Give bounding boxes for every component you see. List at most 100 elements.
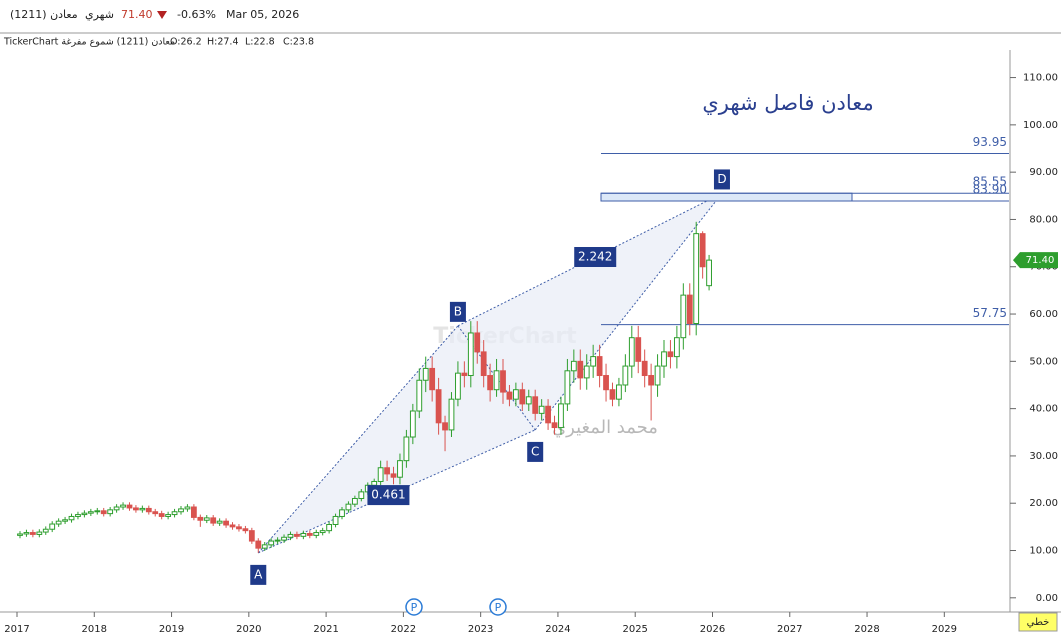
candle-body [493,370,500,391]
event-label: P [411,601,418,614]
candle-body [680,294,687,339]
candle-body [596,356,603,377]
info: TickerChart معادن (1211) شموع مفرغة [3,37,175,48]
x-tick-label: 2018 [82,624,107,635]
candle-body [551,422,558,429]
y-tick-label: 20.00 [1029,498,1058,509]
ohlc-open: O:26.2 [170,37,202,48]
date: Mar 05, 2026 [226,8,299,21]
ratio-label: 2.242 [578,250,612,264]
candle-body [442,422,448,431]
candle-body [68,515,75,521]
candle-body [641,360,648,377]
scale-mode[interactable]: خطي [1027,617,1050,628]
pattern-point-box [449,301,466,322]
candle-body [403,436,410,462]
candle-body [384,467,390,475]
candle-body [100,510,107,515]
candle-body [699,233,706,268]
candle-body [409,410,416,438]
candle-body [422,367,429,381]
candle-body [158,513,165,517]
candle-body [23,532,30,535]
candle-body [184,506,191,510]
candle-body [216,520,223,524]
candle-body [448,398,455,431]
candle-body [609,389,616,400]
candle-body [17,533,23,536]
candle-body [603,375,609,391]
candle-body [487,375,494,391]
chart-title: معادن فاصل شهري [702,91,873,115]
candle-body [306,532,313,536]
candle-body [654,365,661,386]
y-tick-label: 50.00 [1029,356,1058,367]
candle-body [590,356,597,367]
candle-body [558,403,564,429]
event-label: P [495,601,502,614]
candle-body [87,511,94,514]
candle-body [94,510,101,513]
candle-body [358,491,365,499]
level-label: 93.95 [973,135,1007,149]
candle-body [229,524,236,528]
y-tick-label: 100.00 [1023,120,1058,131]
candle-body [126,504,133,509]
candle-body [300,532,307,537]
y-tick-label: 90.00 [1029,167,1058,178]
level-label: 57.75 [973,306,1007,320]
candle-body [532,396,539,414]
candle-body [62,519,68,522]
scale-mode-box[interactable] [1018,612,1058,632]
candle-body [628,337,635,367]
candle-body [248,530,255,542]
level-label: 85.55 [973,175,1007,189]
candle-body [686,294,693,325]
candle-body [377,467,384,482]
candle-body [538,405,545,414]
candle-body [467,332,474,377]
candle-body [512,389,519,400]
candle-body [223,520,229,526]
candle-body [480,351,487,377]
candle-body [139,507,146,511]
pattern-point-box [527,441,544,462]
candle-body [339,509,345,517]
candle-body [525,396,532,405]
candle-body [261,544,268,549]
candle-body [255,540,262,549]
candle-body [673,337,680,358]
candle-body [203,517,210,521]
candle-body [667,351,674,358]
ratio-box [367,485,410,506]
x-tick-label: 2028 [854,624,879,635]
symbol: معادن (1211) [10,8,78,21]
candle-body [397,460,403,478]
candle-body [474,332,481,353]
candle-body [545,405,551,424]
candle-body [616,384,622,400]
ratio-box [574,247,617,268]
pattern-point-label: A [254,567,263,581]
x-tick-label: 2019 [159,624,184,635]
down-arrow [157,11,167,19]
candle-body [500,370,506,393]
candle-body [461,372,468,377]
candle-body [152,511,159,515]
candle-body [570,360,577,372]
candle-body [648,375,655,386]
candle-body [455,372,461,400]
candle-body [42,528,49,533]
candle-body [197,516,204,521]
y-tick-label: 60.00 [1029,309,1058,320]
ohlc-low: L:22.8 [245,37,275,48]
candle-body [120,504,126,508]
x-tick-label: 2026 [700,624,725,635]
candle-body [294,533,300,537]
candle-body [133,507,139,511]
candle-body [268,540,275,546]
candle-body [345,503,352,511]
candle-body [49,523,56,530]
event-icon [405,598,423,616]
